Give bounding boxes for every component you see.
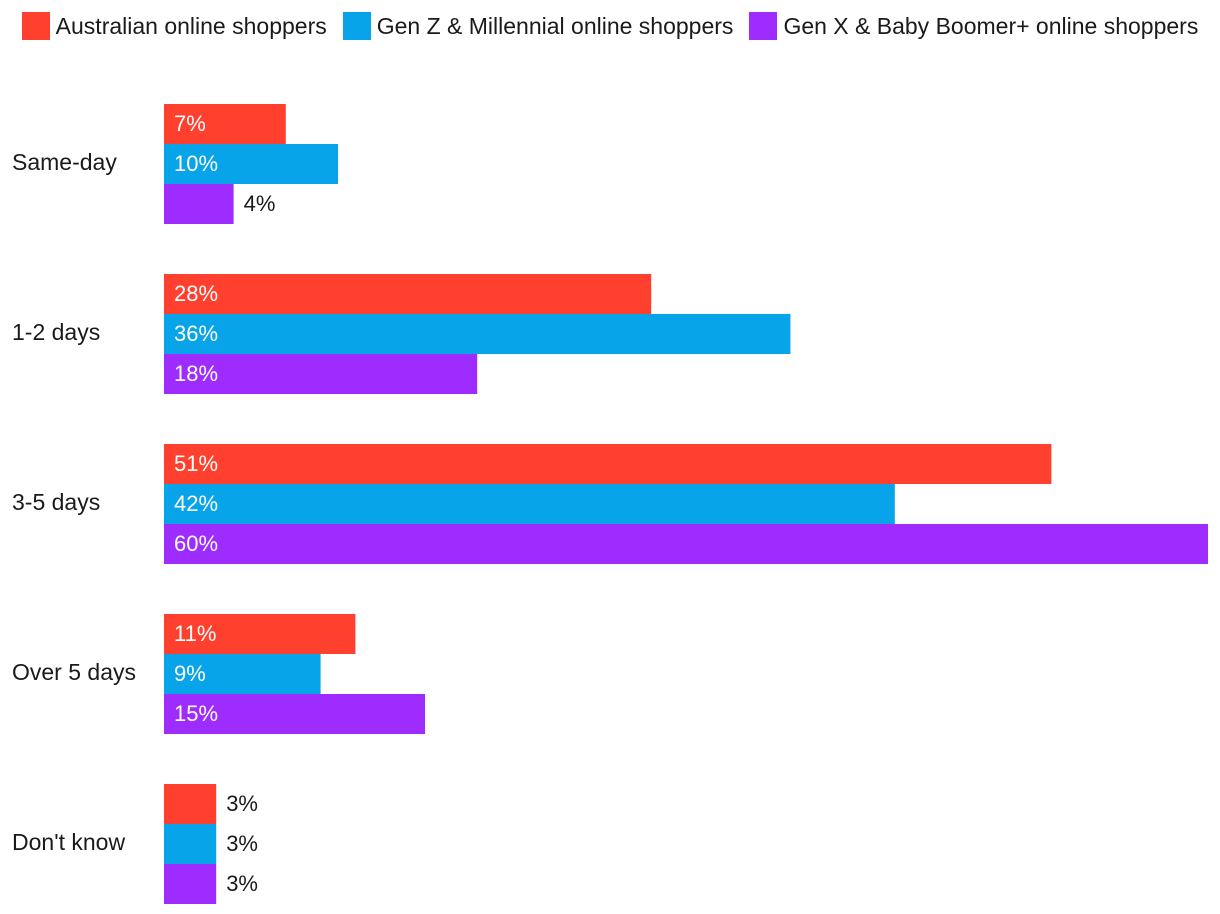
legend-item: Australian online shoppers [21, 8, 327, 44]
bar [164, 784, 217, 824]
bar [164, 104, 286, 144]
bar-value-label: 9% [174, 661, 206, 686]
bar-value-label: 36% [174, 321, 218, 346]
legend-swatch [21, 12, 50, 40]
legend-item: Gen Z & Millennial online shoppers [342, 8, 734, 44]
bar [164, 614, 356, 654]
legend-swatch [749, 12, 778, 40]
legend-swatch [342, 12, 371, 40]
bar [164, 484, 895, 524]
bar-value-label: 18% [174, 361, 218, 386]
category-label: Don't know [12, 829, 125, 855]
legend: Australian online shoppers Gen Z & Millen… [0, 8, 1220, 44]
bar [164, 354, 478, 394]
category-label: 1-2 days [12, 319, 100, 345]
bar [164, 694, 425, 734]
bar-value-label: 10% [174, 151, 218, 176]
bar-value-label: 15% [174, 701, 218, 726]
category-label: Over 5 days [12, 659, 136, 685]
bar-value-label: 11% [174, 621, 216, 646]
bar-value-label: 4% [244, 191, 276, 216]
bar-value-label: 3% [226, 871, 258, 896]
bar [164, 274, 652, 314]
bar [164, 824, 217, 864]
legend-label: Gen Z & Millennial online shoppers [376, 13, 734, 39]
bar [164, 314, 791, 354]
legend-label: Australian online shoppers [55, 13, 327, 39]
bar-value-label: 60% [174, 531, 218, 556]
bar [164, 524, 1208, 564]
bar [164, 144, 338, 184]
category-label: Same-day [12, 149, 117, 175]
bar-value-label: 42% [174, 491, 218, 516]
category-label: 3-5 days [12, 489, 100, 515]
bar-value-label: 51% [174, 451, 218, 476]
bar-value-label: 7% [174, 111, 206, 136]
bar-value-label: 28% [174, 281, 218, 306]
bar [164, 444, 1052, 484]
bar [164, 654, 321, 694]
bar-value-label: 3% [226, 831, 258, 856]
legend-label: Gen X & Baby Boomer+ online shoppers [783, 13, 1199, 39]
bar [164, 184, 234, 224]
bar [164, 864, 217, 904]
legend-item: Gen X & Baby Boomer+ online shoppers [749, 8, 1198, 44]
bar-value-label: 3% [226, 791, 258, 816]
